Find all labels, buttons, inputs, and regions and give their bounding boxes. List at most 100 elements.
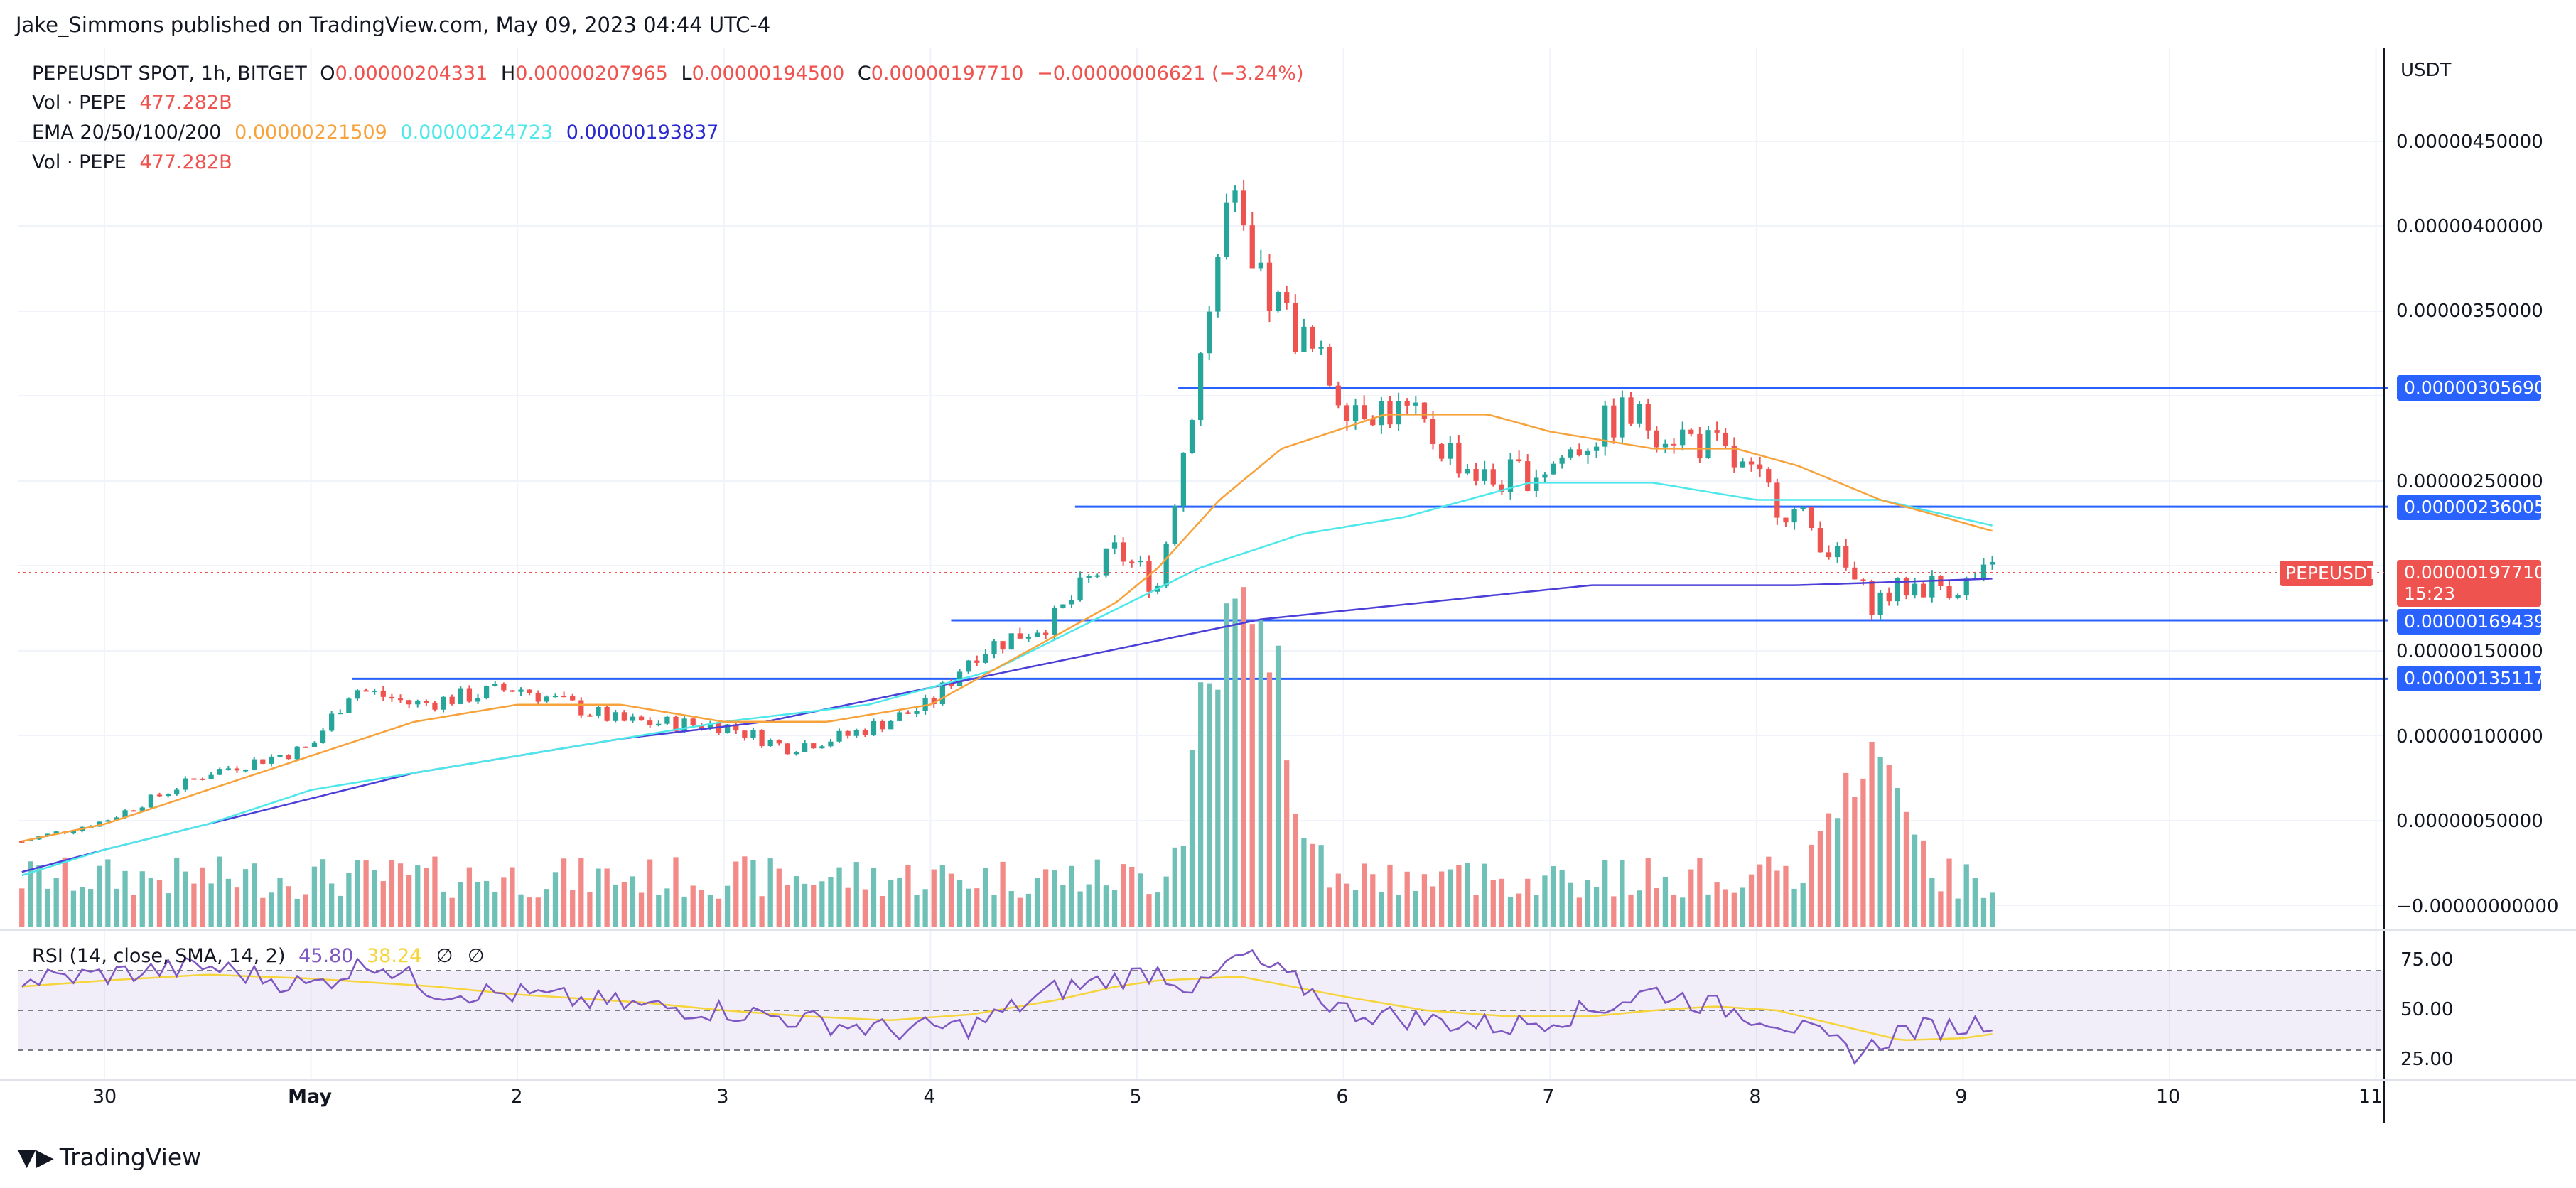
candle-body [114, 817, 119, 821]
candle-body [1791, 509, 1797, 523]
candle-body [1740, 461, 1746, 468]
volume-bar [148, 878, 154, 927]
volume-bar [1232, 598, 1238, 927]
candle-body [1120, 542, 1126, 562]
candle-body [1516, 459, 1522, 462]
volume-bar [1826, 813, 1832, 927]
candle-body [1017, 633, 1023, 639]
candle-body [191, 778, 197, 780]
candle-body [1465, 468, 1470, 474]
price-tick: 0.00000100000 [2396, 726, 2543, 747]
volume-legend-2[interactable]: Vol · PEPE 477.282B [32, 151, 232, 173]
volume-bar [131, 895, 136, 927]
candle-body [294, 746, 300, 760]
volume-bar [139, 871, 145, 927]
candle-body [311, 742, 318, 747]
volume-bar [1869, 741, 1875, 927]
candle-body [974, 660, 980, 663]
rsi-ma-value: 38.24 [367, 945, 422, 967]
candle-body [1362, 405, 1367, 420]
low-value: 0.00000194500 [691, 63, 845, 85]
candle-body [587, 715, 593, 717]
last-price-symbol-tag: PEPEUSDT [2280, 561, 2378, 586]
candle-body [1748, 461, 1755, 465]
volume-bar [79, 887, 85, 927]
candle-body [871, 720, 877, 735]
candle-body [939, 682, 945, 704]
candle-body [28, 839, 33, 841]
rsi-na-2: ∅ [468, 945, 485, 967]
volume-bar [1189, 750, 1195, 927]
level-tag: 0.00000135117 [2397, 666, 2545, 691]
volume-bar [303, 894, 308, 927]
candle-body [200, 778, 205, 780]
volume-bar [1215, 689, 1221, 927]
volume-bar [200, 867, 205, 927]
candle-body [1370, 419, 1376, 426]
volume-bar [1662, 876, 1669, 927]
tradingview-logo[interactable]: ▼▶ TradingView [18, 1143, 201, 1171]
candle-body [1069, 600, 1074, 605]
volume-bar [406, 875, 412, 927]
volume-bar [1620, 860, 1625, 927]
close-label: C [857, 63, 871, 85]
volume-bar [1069, 865, 1074, 927]
candle-body [742, 730, 748, 738]
candle-body [1955, 595, 1961, 598]
volume-bar [1163, 876, 1169, 927]
candle-body [905, 712, 911, 714]
volume-bar [1473, 895, 1479, 927]
candle-body [234, 768, 240, 771]
change-value: −0.00000006621 (−3.24%) [1037, 63, 1304, 85]
rsi-pane [18, 949, 2384, 1065]
candle-body [544, 696, 550, 702]
candle-body [174, 789, 180, 794]
candle-body [286, 755, 291, 760]
rsi-legend[interactable]: RSI (14, close, SMA, 14, 2) 45.80 38.24 … [32, 945, 485, 967]
candle-body [1568, 449, 1573, 458]
volume-bar [871, 868, 877, 927]
candle-body [1980, 564, 1987, 578]
volume-bar [174, 857, 180, 927]
volume-bar [544, 889, 550, 927]
volume-bar [939, 865, 945, 927]
volume-bar [767, 858, 773, 927]
volume-bar [1938, 891, 1944, 927]
candle-body [1215, 256, 1221, 312]
ema-legend[interactable]: EMA 20/50/100/200 0.00000221509 0.000002… [32, 122, 718, 144]
candle-body [1593, 446, 1600, 451]
candle-body [1318, 347, 1324, 349]
ohlc-legend[interactable]: PEPEUSDT SPOT, 1h, BITGET O0.00000204331… [32, 63, 1303, 85]
candle-body [1344, 405, 1350, 421]
volume-bar [1456, 865, 1462, 927]
volume-bar [1534, 895, 1539, 927]
candle-body [1103, 548, 1109, 576]
volume-bar [389, 860, 395, 927]
volume-bar [1310, 843, 1315, 927]
candle-body [1060, 604, 1066, 608]
candle-body [1284, 292, 1290, 303]
volume-bar [1593, 887, 1600, 927]
candle-body [552, 696, 559, 698]
candle-body [707, 723, 713, 729]
volume-legend[interactable]: Vol · PEPE 477.282B [32, 92, 232, 114]
volume-bar [269, 892, 274, 927]
volume-bar [587, 892, 593, 927]
volume-bar [879, 895, 885, 927]
volume-bar [1241, 587, 1246, 927]
volume-bar [681, 896, 687, 927]
candle-body [518, 689, 524, 692]
candle-body [380, 690, 386, 697]
candle-body [148, 794, 154, 808]
level-tag: 0.00000169439 [2397, 609, 2545, 634]
volume-bar [1155, 892, 1160, 927]
candle-body [1387, 401, 1393, 425]
volume-bar [518, 894, 524, 927]
candle-body [483, 686, 490, 698]
candle-body [338, 713, 343, 715]
volume-bar [1525, 878, 1531, 927]
candle-body [845, 730, 851, 736]
candle-body [1705, 430, 1711, 459]
high-value: 0.00000207965 [515, 63, 668, 85]
